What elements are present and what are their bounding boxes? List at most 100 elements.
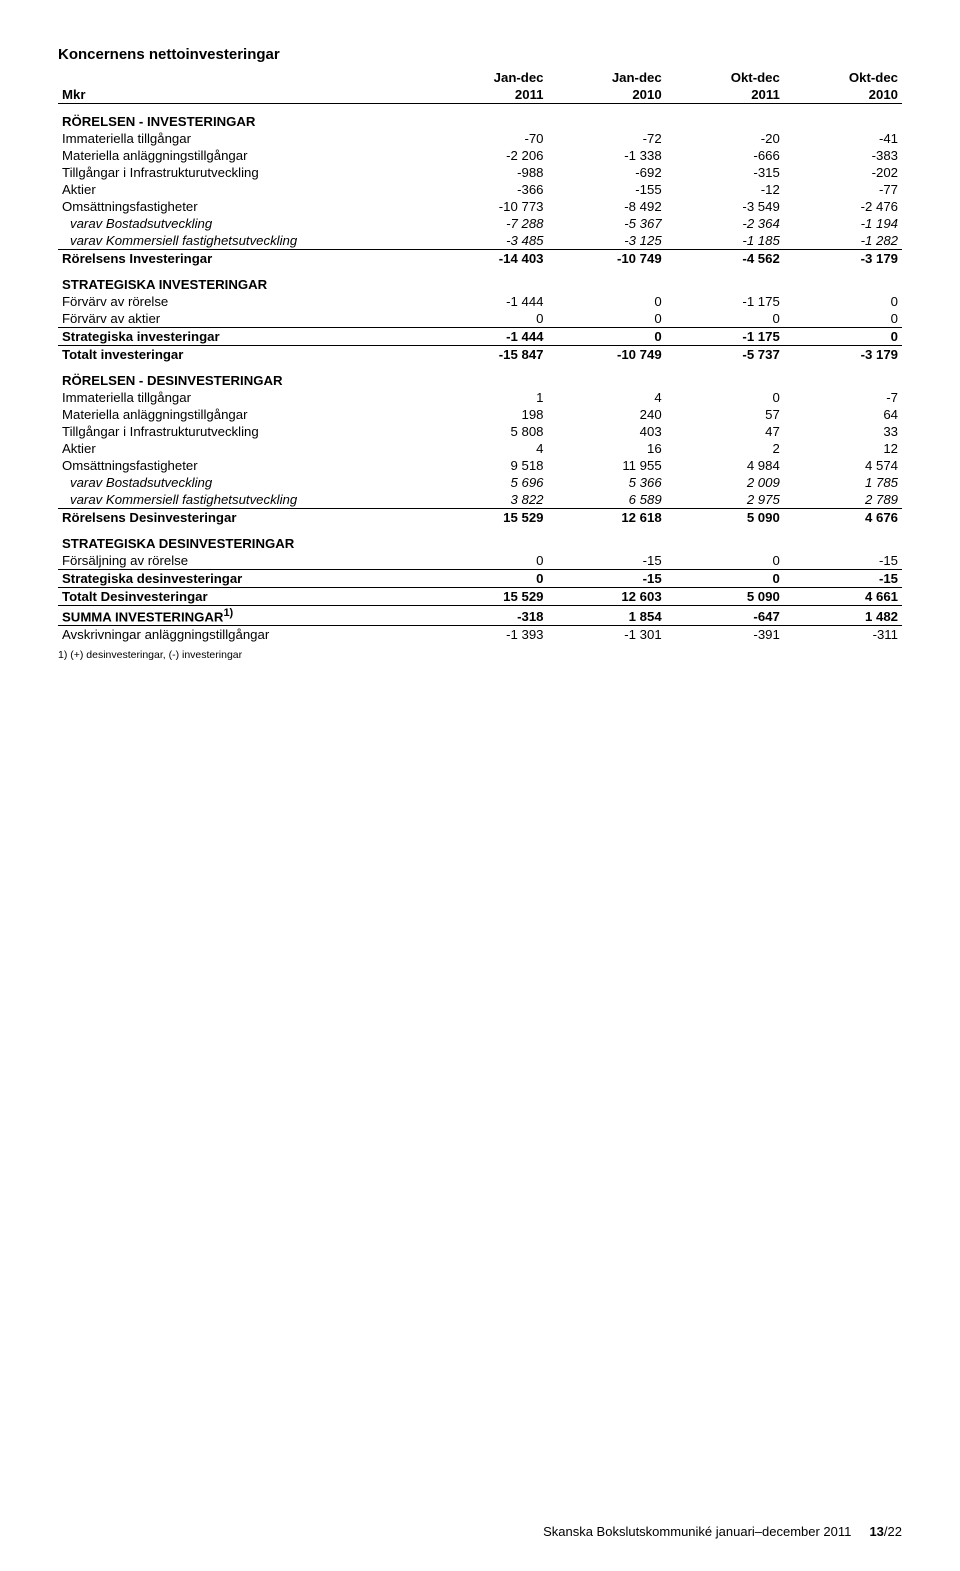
row-label: Strategiska desinvesteringar <box>58 570 429 588</box>
cell: 240 <box>548 406 666 423</box>
cell: 47 <box>666 423 784 440</box>
section-3: RÖRELSEN - DESINVESTERINGAR <box>58 363 902 389</box>
cell: -1 175 <box>666 328 784 346</box>
cell: -15 <box>784 552 902 570</box>
cell: -15 847 <box>429 346 547 364</box>
cell: 4 676 <box>784 509 902 527</box>
cell: 9 518 <box>429 457 547 474</box>
row-label: Förvärv av aktier <box>58 310 429 328</box>
cell: -2 206 <box>429 147 547 164</box>
cell: 2 975 <box>666 491 784 509</box>
cell: -1 175 <box>666 293 784 310</box>
row-label: Immateriella tillgångar <box>58 389 429 406</box>
row-label: varav Kommersiell fastighetsutveckling <box>58 491 429 509</box>
section-2: STRATEGISKA INVESTERINGAR <box>58 267 902 293</box>
row-label-text: SUMMA INVESTERINGAR <box>62 609 223 624</box>
cell: -666 <box>666 147 784 164</box>
col1-top: Jan-dec <box>429 69 547 86</box>
cell: -4 562 <box>666 250 784 268</box>
cell: -1 301 <box>548 626 666 644</box>
cell: -1 444 <box>429 293 547 310</box>
row-label: Strategiska investeringar <box>58 328 429 346</box>
cell: -5 367 <box>548 215 666 232</box>
cell: -7 288 <box>429 215 547 232</box>
cell: -3 485 <box>429 232 547 250</box>
cell: -3 125 <box>548 232 666 250</box>
cell: 0 <box>784 328 902 346</box>
cell: -383 <box>784 147 902 164</box>
cell: 0 <box>429 310 547 328</box>
cell: 0 <box>666 310 784 328</box>
cell: -15 <box>548 570 666 588</box>
section-1: RÖRELSEN - INVESTERINGAR <box>58 104 902 131</box>
cell: 64 <box>784 406 902 423</box>
row-label: Tillgångar i Infrastrukturutveckling <box>58 164 429 181</box>
cell: 12 <box>784 440 902 457</box>
cell: -692 <box>548 164 666 181</box>
cell: -41 <box>784 130 902 147</box>
header-empty <box>58 69 429 86</box>
row-label: Aktier <box>58 440 429 457</box>
cell: -3 549 <box>666 198 784 215</box>
row-label-sup: 1) <box>223 607 233 619</box>
cell: 4 <box>429 440 547 457</box>
col2-bot: 2010 <box>548 86 666 104</box>
row-label: Totalt Desinvesteringar <box>58 588 429 606</box>
cell: 198 <box>429 406 547 423</box>
row-label: varav Bostadsutveckling <box>58 215 429 232</box>
cell: -2 364 <box>666 215 784 232</box>
cell: 16 <box>548 440 666 457</box>
cell: 2 009 <box>666 474 784 491</box>
cell: -8 492 <box>548 198 666 215</box>
cell: -1 185 <box>666 232 784 250</box>
cell: -3 179 <box>784 346 902 364</box>
cell: 0 <box>784 310 902 328</box>
cell: 1 854 <box>548 606 666 626</box>
cell: -1 393 <box>429 626 547 644</box>
row-label: Rörelsens Investeringar <box>58 250 429 268</box>
row-label: Avskrivningar anläggningstillgångar <box>58 626 429 644</box>
cell: -12 <box>666 181 784 198</box>
cell: 11 955 <box>548 457 666 474</box>
cell: 4 <box>548 389 666 406</box>
row-label: Förvärv av rörelse <box>58 293 429 310</box>
row-label: Materiella anläggningstillgångar <box>58 147 429 164</box>
cell: 5 090 <box>666 509 784 527</box>
row-label: Försäljning av rörelse <box>58 552 429 570</box>
cell: 3 822 <box>429 491 547 509</box>
col1-bot: 2011 <box>429 86 547 104</box>
cell: 6 589 <box>548 491 666 509</box>
cell: 4 984 <box>666 457 784 474</box>
row-label-header: Mkr <box>58 86 429 104</box>
cell: -15 <box>784 570 902 588</box>
cell: -15 <box>548 552 666 570</box>
cell: -155 <box>548 181 666 198</box>
cell: 15 529 <box>429 509 547 527</box>
cell: -366 <box>429 181 547 198</box>
cell: 5 366 <box>548 474 666 491</box>
row-label: Materiella anläggningstillgångar <box>58 406 429 423</box>
cell: 0 <box>548 328 666 346</box>
cell: 0 <box>429 570 547 588</box>
row-label: Aktier <box>58 181 429 198</box>
cell: 4 574 <box>784 457 902 474</box>
row-label: Omsättningsfastigheter <box>58 457 429 474</box>
cell: -315 <box>666 164 784 181</box>
footnote: 1) (+) desinvesteringar, (-) investering… <box>58 649 902 661</box>
cell: -70 <box>429 130 547 147</box>
cell: -14 403 <box>429 250 547 268</box>
cell: -988 <box>429 164 547 181</box>
section-4: STRATEGISKA DESINVESTERINGAR <box>58 526 902 552</box>
cell: 0 <box>666 389 784 406</box>
cell: -72 <box>548 130 666 147</box>
col4-bot: 2010 <box>784 86 902 104</box>
footer-total: /22 <box>884 1524 902 1539</box>
cell: 57 <box>666 406 784 423</box>
row-label: SUMMA INVESTERINGAR1) <box>58 606 429 626</box>
cell: -318 <box>429 606 547 626</box>
cell: -7 <box>784 389 902 406</box>
cell: 0 <box>548 293 666 310</box>
col3-bot: 2011 <box>666 86 784 104</box>
cell: -5 737 <box>666 346 784 364</box>
row-label: Totalt investeringar <box>58 346 429 364</box>
